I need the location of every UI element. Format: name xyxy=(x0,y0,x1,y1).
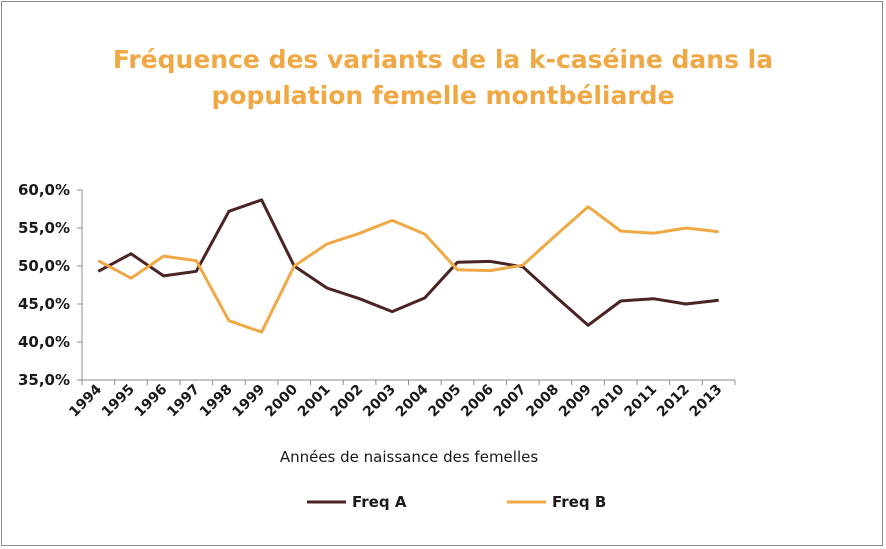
axes xyxy=(77,189,736,385)
y-tick-label: 50,0% xyxy=(18,257,70,275)
x-axis-label: Années de naissance des femelles xyxy=(280,448,539,466)
x-tick-label: 2010 xyxy=(589,381,628,420)
x-tick-label: 2002 xyxy=(327,382,366,421)
legend: Freq A Freq B xyxy=(307,493,606,511)
legend-label: Freq B xyxy=(552,493,606,511)
y-tick-label: 35,0% xyxy=(18,371,70,389)
y-tick-label: 55,0% xyxy=(18,219,70,237)
x-tick-label: 2013 xyxy=(687,382,726,421)
x-tick-label: 2005 xyxy=(425,382,464,421)
x-tick-label: 2007 xyxy=(491,382,530,421)
x-tick-label: 2000 xyxy=(262,381,301,420)
x-tick-label: 1999 xyxy=(230,382,269,421)
x-tick-label: 2008 xyxy=(523,382,562,421)
chart-title-line-1: Fréquence des variants de la k-caséine d… xyxy=(112,45,774,74)
x-tick-label: 2009 xyxy=(556,382,595,421)
legend-label: Freq A xyxy=(352,493,407,511)
series-line-freq-a xyxy=(97,198,719,327)
x-tick-label: 2003 xyxy=(360,382,399,421)
x-tick-label: 2011 xyxy=(621,382,660,421)
chart-title-line-2: population femelle montbéliarde xyxy=(211,81,675,110)
series-line-freq-b xyxy=(97,205,719,334)
chart-title: Fréquence des variants de la k-caséine d… xyxy=(0,42,886,114)
x-tick-label: 1995 xyxy=(99,382,138,421)
series-lines xyxy=(97,198,719,334)
x-tick-label: 1998 xyxy=(197,382,236,421)
x-tick-label: 1994 xyxy=(66,381,105,420)
y-tick-label: 45,0% xyxy=(18,295,70,313)
x-tick-label: 1996 xyxy=(132,382,171,421)
x-tick-label: 2012 xyxy=(654,382,693,421)
x-tick-label: 1997 xyxy=(164,382,203,421)
y-tick-label: 40,0% xyxy=(18,333,70,351)
x-tick-label: 2004 xyxy=(393,381,432,420)
x-tick-label: 2006 xyxy=(458,382,497,421)
x-tick-label: 2001 xyxy=(295,382,334,421)
y-tick-label: 60,0% xyxy=(18,181,70,199)
